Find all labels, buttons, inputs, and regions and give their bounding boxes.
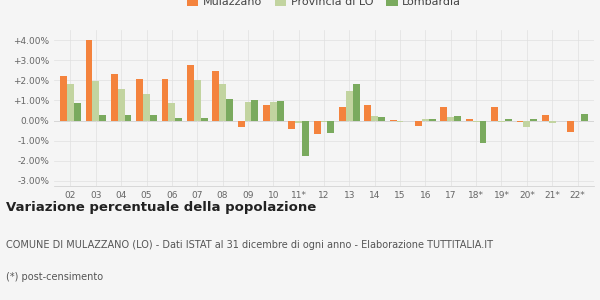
Bar xyxy=(581,113,588,121)
Bar xyxy=(74,103,81,121)
Bar xyxy=(118,89,125,121)
Bar xyxy=(238,121,245,127)
Bar xyxy=(353,84,359,121)
Bar xyxy=(289,121,295,129)
Bar xyxy=(161,79,169,121)
Bar xyxy=(371,116,378,121)
Bar xyxy=(219,84,226,121)
Bar xyxy=(150,115,157,121)
Bar xyxy=(422,118,429,121)
Bar xyxy=(567,121,574,132)
Bar xyxy=(314,121,320,134)
Bar xyxy=(378,117,385,121)
Bar xyxy=(473,121,479,122)
Bar xyxy=(226,99,233,121)
Bar xyxy=(320,121,328,122)
Bar xyxy=(175,118,182,121)
Legend: Mulazzano, Provincia di LO, Lombardia: Mulazzano, Provincia di LO, Lombardia xyxy=(182,0,466,11)
Bar xyxy=(125,115,131,121)
Bar xyxy=(549,121,556,123)
Bar xyxy=(440,107,448,121)
Text: COMUNE DI MULAZZANO (LO) - Dati ISTAT al 31 dicembre di ogni anno - Elaborazione: COMUNE DI MULAZZANO (LO) - Dati ISTAT al… xyxy=(6,239,493,250)
Bar xyxy=(67,84,74,121)
Bar xyxy=(364,106,371,121)
Bar xyxy=(339,107,346,121)
Bar xyxy=(212,71,219,121)
Bar xyxy=(245,103,251,121)
Bar xyxy=(270,103,277,121)
Bar xyxy=(542,115,549,121)
Bar xyxy=(517,121,523,122)
Bar xyxy=(263,106,270,121)
Bar xyxy=(92,81,99,121)
Bar xyxy=(86,40,92,121)
Bar xyxy=(479,121,487,143)
Bar xyxy=(277,101,284,121)
Bar xyxy=(194,80,200,121)
Bar xyxy=(60,76,67,121)
Bar xyxy=(295,121,302,123)
Bar xyxy=(505,118,512,121)
Bar xyxy=(328,121,334,133)
Bar xyxy=(491,107,498,121)
Bar xyxy=(415,121,422,126)
Bar xyxy=(397,121,403,122)
Bar xyxy=(187,65,194,121)
Text: Variazione percentuale della popolazione: Variazione percentuale della popolazione xyxy=(6,202,316,214)
Bar xyxy=(143,94,150,121)
Bar xyxy=(448,117,454,121)
Bar xyxy=(99,115,106,121)
Bar xyxy=(169,103,175,121)
Bar xyxy=(346,92,353,121)
Bar xyxy=(523,121,530,127)
Bar xyxy=(111,74,118,121)
Bar xyxy=(530,118,537,121)
Bar xyxy=(136,79,143,121)
Bar xyxy=(498,121,505,122)
Bar xyxy=(302,121,309,156)
Text: (*) post-censimento: (*) post-censimento xyxy=(6,272,103,283)
Bar xyxy=(251,100,258,121)
Bar xyxy=(466,118,473,121)
Bar xyxy=(390,120,397,121)
Bar xyxy=(429,118,436,121)
Bar xyxy=(200,118,208,121)
Bar xyxy=(454,116,461,121)
